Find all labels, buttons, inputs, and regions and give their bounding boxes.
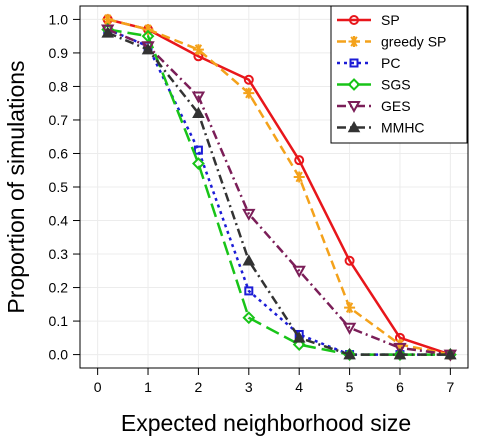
data-point-mmhc [242, 254, 256, 266]
y-tick-label: 0.5 [49, 179, 69, 195]
data-point-sgs [292, 338, 306, 351]
data-point-mmhc [192, 106, 205, 119]
data-point-sgs [242, 311, 256, 325]
legend-item-sp: SP [337, 12, 400, 28]
data-point-mmhc [343, 348, 356, 360]
x-axis-label: Expected neighborhood size [121, 410, 411, 436]
legend-item-sgs: SGS [337, 77, 411, 93]
y-tick-label: 0.2 [49, 280, 69, 296]
axes: 0 1 2 3 4 5 6 7 0.0 0.1 0.2 0.3 0.4 0.5 0.6 0.7 0.8 0.9 1.… [49, 11, 455, 395]
legend-label-ges: GES [381, 98, 411, 114]
x-tick-label: 7 [446, 379, 454, 395]
legend-item-ges: GES [337, 98, 411, 114]
data-point-ges [141, 41, 155, 54]
data-point-pc [193, 145, 203, 155]
data-point-ges [242, 208, 256, 221]
data-point-greedy-sp [192, 44, 204, 56]
y-tick-label: 0.7 [49, 112, 69, 128]
legend-marker-pc [349, 58, 359, 68]
data-point-mmhc [292, 331, 306, 343]
data-point-greedy-sp [243, 87, 255, 99]
data-point-mmhc [393, 348, 407, 360]
legend-item-pc: PC [337, 55, 400, 71]
data-point-sp [294, 155, 305, 166]
legend-label-sp: SP [381, 12, 400, 28]
legend: SP greedy SP PC SGS GES MMHC [330, 5, 468, 144]
x-tick-label: 1 [144, 379, 152, 395]
y-tick-label: 0.0 [49, 347, 69, 363]
data-point-ges [101, 24, 115, 37]
series-mmhc [101, 26, 457, 360]
y-tick-label: 1.0 [49, 11, 69, 27]
legend-marker-greedy-sp [348, 36, 360, 47]
legend-item-greedy-sp: greedy SP [337, 34, 446, 50]
data-point-pc [244, 286, 254, 296]
series-lines [101, 13, 458, 362]
y-tick-label: 0.1 [49, 313, 69, 329]
data-point-sp [344, 255, 355, 266]
y-tick-label: 0.6 [49, 145, 69, 161]
y-tick-label: 0.4 [49, 213, 69, 229]
legend-item-mmhc: MMHC [337, 120, 425, 136]
series-line-mmhc [107, 31, 451, 356]
data-point-greedy-sp [293, 171, 305, 183]
legend-label-mmhc: MMHC [381, 120, 425, 136]
legend-marker-sp [349, 15, 359, 25]
series-line-sgs [107, 28, 451, 356]
x-tick-label: 3 [245, 379, 253, 395]
data-point-sgs [141, 29, 155, 43]
data-point-sgs [393, 348, 407, 362]
legend-marker-ges [347, 101, 361, 114]
data-point-mmhc [141, 43, 155, 55]
legend-label-greedy-sp: greedy SP [381, 34, 446, 50]
data-point-greedy-sp [142, 23, 154, 35]
data-point-sgs [192, 157, 205, 170]
data-point-ges [191, 91, 206, 104]
x-tick-label: 2 [195, 379, 203, 395]
x-tick-label: 6 [396, 379, 404, 395]
x-tick-label: 5 [346, 379, 354, 395]
data-point-greedy-sp [102, 13, 114, 25]
data-point-mmhc [444, 348, 457, 360]
legend-marker-sgs [347, 78, 361, 91]
y-tick-label: 0.3 [49, 246, 69, 262]
y-tick-label: 0.9 [49, 45, 69, 61]
legend-marker-mmhc [347, 120, 361, 133]
data-point-ges [342, 322, 357, 335]
y-tick-label: 0.8 [49, 78, 69, 94]
data-point-ges [393, 342, 407, 355]
legend-box [330, 5, 468, 144]
legend-label-pc: PC [381, 55, 400, 71]
y-axis-label: Proportion of simulations [3, 60, 29, 313]
data-point-sp [243, 74, 254, 85]
series-line-greedy-sp [107, 18, 451, 356]
legend-label-sgs: SGS [381, 77, 411, 93]
series-line-sp [107, 18, 451, 356]
data-point-mmhc [101, 26, 114, 38]
data-point-ges [292, 265, 306, 278]
x-tick-label: 4 [295, 379, 303, 395]
data-point-greedy-sp [344, 302, 356, 314]
x-tick-label: 0 [94, 379, 102, 395]
series-line-ges [107, 28, 451, 356]
